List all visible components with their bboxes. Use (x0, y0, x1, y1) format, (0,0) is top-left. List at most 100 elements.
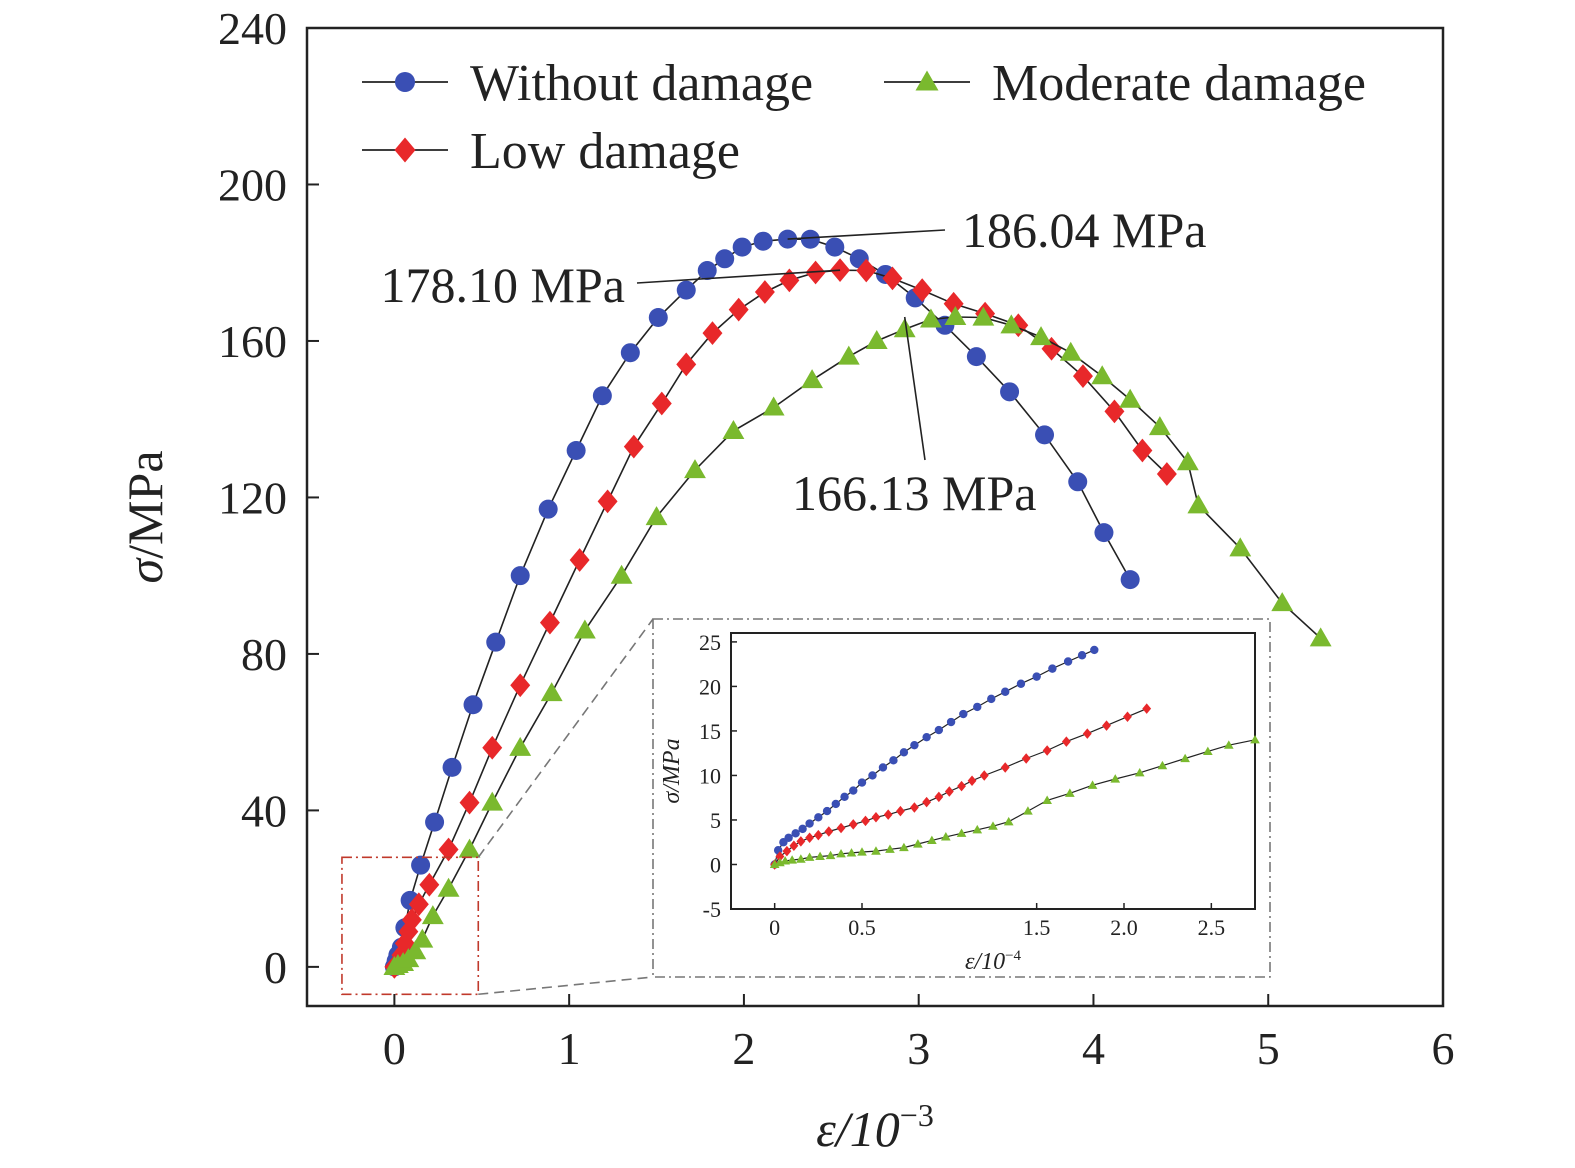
inset-data-point (941, 832, 951, 841)
inset-data-point (1021, 753, 1031, 764)
legend-marker (915, 70, 939, 91)
data-point (972, 306, 995, 326)
data-point (1035, 425, 1055, 445)
inset-plot: 0 0.5 1.5 2.0 2.5 -5 0 5 10 15 20 25 ε/10−4 σ/MPa (659, 630, 1260, 975)
peak-annotations: 186.04 MPa 178.10 MPa 166.13 MPa (381, 202, 1207, 521)
data-point (1068, 472, 1088, 492)
data-point (882, 266, 903, 291)
inset-data-point (871, 812, 881, 823)
inset-data-point (922, 732, 931, 742)
data-point (753, 231, 773, 251)
data-point (856, 258, 877, 283)
data-point (865, 330, 888, 350)
legend-label: Moderate damage (992, 55, 1366, 112)
inset-data-point (1032, 672, 1041, 681)
data-point (623, 434, 644, 459)
inset-y-tick-label: 15 (699, 719, 721, 744)
inset-data-point (1003, 816, 1014, 826)
data-point (592, 386, 612, 406)
inset-data-point (885, 844, 895, 853)
data-point (486, 632, 506, 652)
data-point (651, 391, 672, 416)
data-point (943, 291, 964, 316)
data-point (442, 757, 462, 777)
inset-data-point (846, 848, 857, 857)
inset-data-point (861, 815, 870, 827)
inset-data-point (871, 846, 881, 855)
inset-data-point (979, 770, 989, 781)
inset-data-point (789, 840, 799, 852)
data-point (1104, 399, 1125, 424)
data-point (1187, 494, 1210, 514)
data-point (1148, 416, 1171, 436)
inset-data-point (987, 694, 996, 704)
inset-data-point (1157, 760, 1168, 770)
inset-data-point (1065, 788, 1075, 797)
inset-data-point (910, 740, 919, 750)
data-point (538, 499, 558, 519)
inset-data-point (944, 786, 954, 797)
data-point (1156, 462, 1177, 486)
y-tick-label: 240 (218, 3, 287, 54)
data-point (837, 345, 860, 365)
y-tick-label: 160 (218, 316, 287, 367)
data-point (754, 280, 775, 304)
data-point (1119, 388, 1142, 408)
data-point (702, 321, 723, 346)
inset-data-point (934, 725, 944, 735)
data-point (458, 838, 481, 858)
peak-annotation: 166.13 MPa (792, 465, 1036, 521)
data-point (540, 682, 563, 702)
data-point (481, 791, 504, 811)
inset-plot-frame (730, 632, 1256, 910)
data-point (800, 229, 820, 249)
data-point (408, 892, 429, 917)
data-point (610, 564, 633, 584)
data-point (779, 268, 800, 293)
inset-y-tick-label: 25 (699, 630, 721, 655)
x-tick-label: 6 (1432, 1023, 1455, 1074)
inset-series-layer (769, 645, 1260, 870)
inset-y-tick-label: 5 (710, 808, 721, 833)
data-point (676, 280, 696, 300)
data-point (620, 343, 640, 363)
inset-data-point (988, 821, 998, 830)
data-point (1073, 364, 1093, 389)
data-point (1271, 592, 1294, 612)
annotation-leader (636, 269, 841, 284)
data-point (1132, 438, 1153, 463)
inset-data-point (927, 835, 937, 845)
inset-data-point (1061, 736, 1071, 747)
data-point (573, 619, 596, 639)
inset-data-point (1000, 762, 1010, 773)
data-point (715, 249, 735, 269)
data-point (944, 306, 967, 326)
data-point (1229, 537, 1252, 557)
inset-data-point (973, 702, 982, 712)
inset-data-point (1180, 753, 1190, 763)
inset-data-point (1250, 735, 1260, 744)
x-tick-label: 4 (1082, 1023, 1105, 1074)
inset-data-point (848, 819, 858, 830)
data-point (645, 506, 668, 526)
inset-x-tick-label: 2.0 (1110, 915, 1138, 940)
inset-data-point (956, 828, 967, 837)
zoom-connector (478, 976, 654, 996)
data-point (459, 790, 480, 815)
inset-data-point (922, 796, 932, 808)
inset-y-axis-label: σ/MPa (659, 738, 685, 803)
inset-data-point (878, 763, 888, 772)
data-point (438, 837, 459, 862)
y-axis-label: σ/MPa (117, 450, 173, 583)
data-point (425, 812, 445, 832)
annotation-leader (903, 316, 926, 461)
data-point (404, 940, 427, 960)
y-tick-label: 200 (218, 159, 287, 210)
inset-data-point (798, 824, 807, 834)
inset-data-point (825, 850, 836, 860)
x-tick-label: 3 (907, 1023, 930, 1074)
inset-x-tick-label: 2.5 (1198, 915, 1226, 940)
legend-label: Low damage (470, 123, 740, 180)
